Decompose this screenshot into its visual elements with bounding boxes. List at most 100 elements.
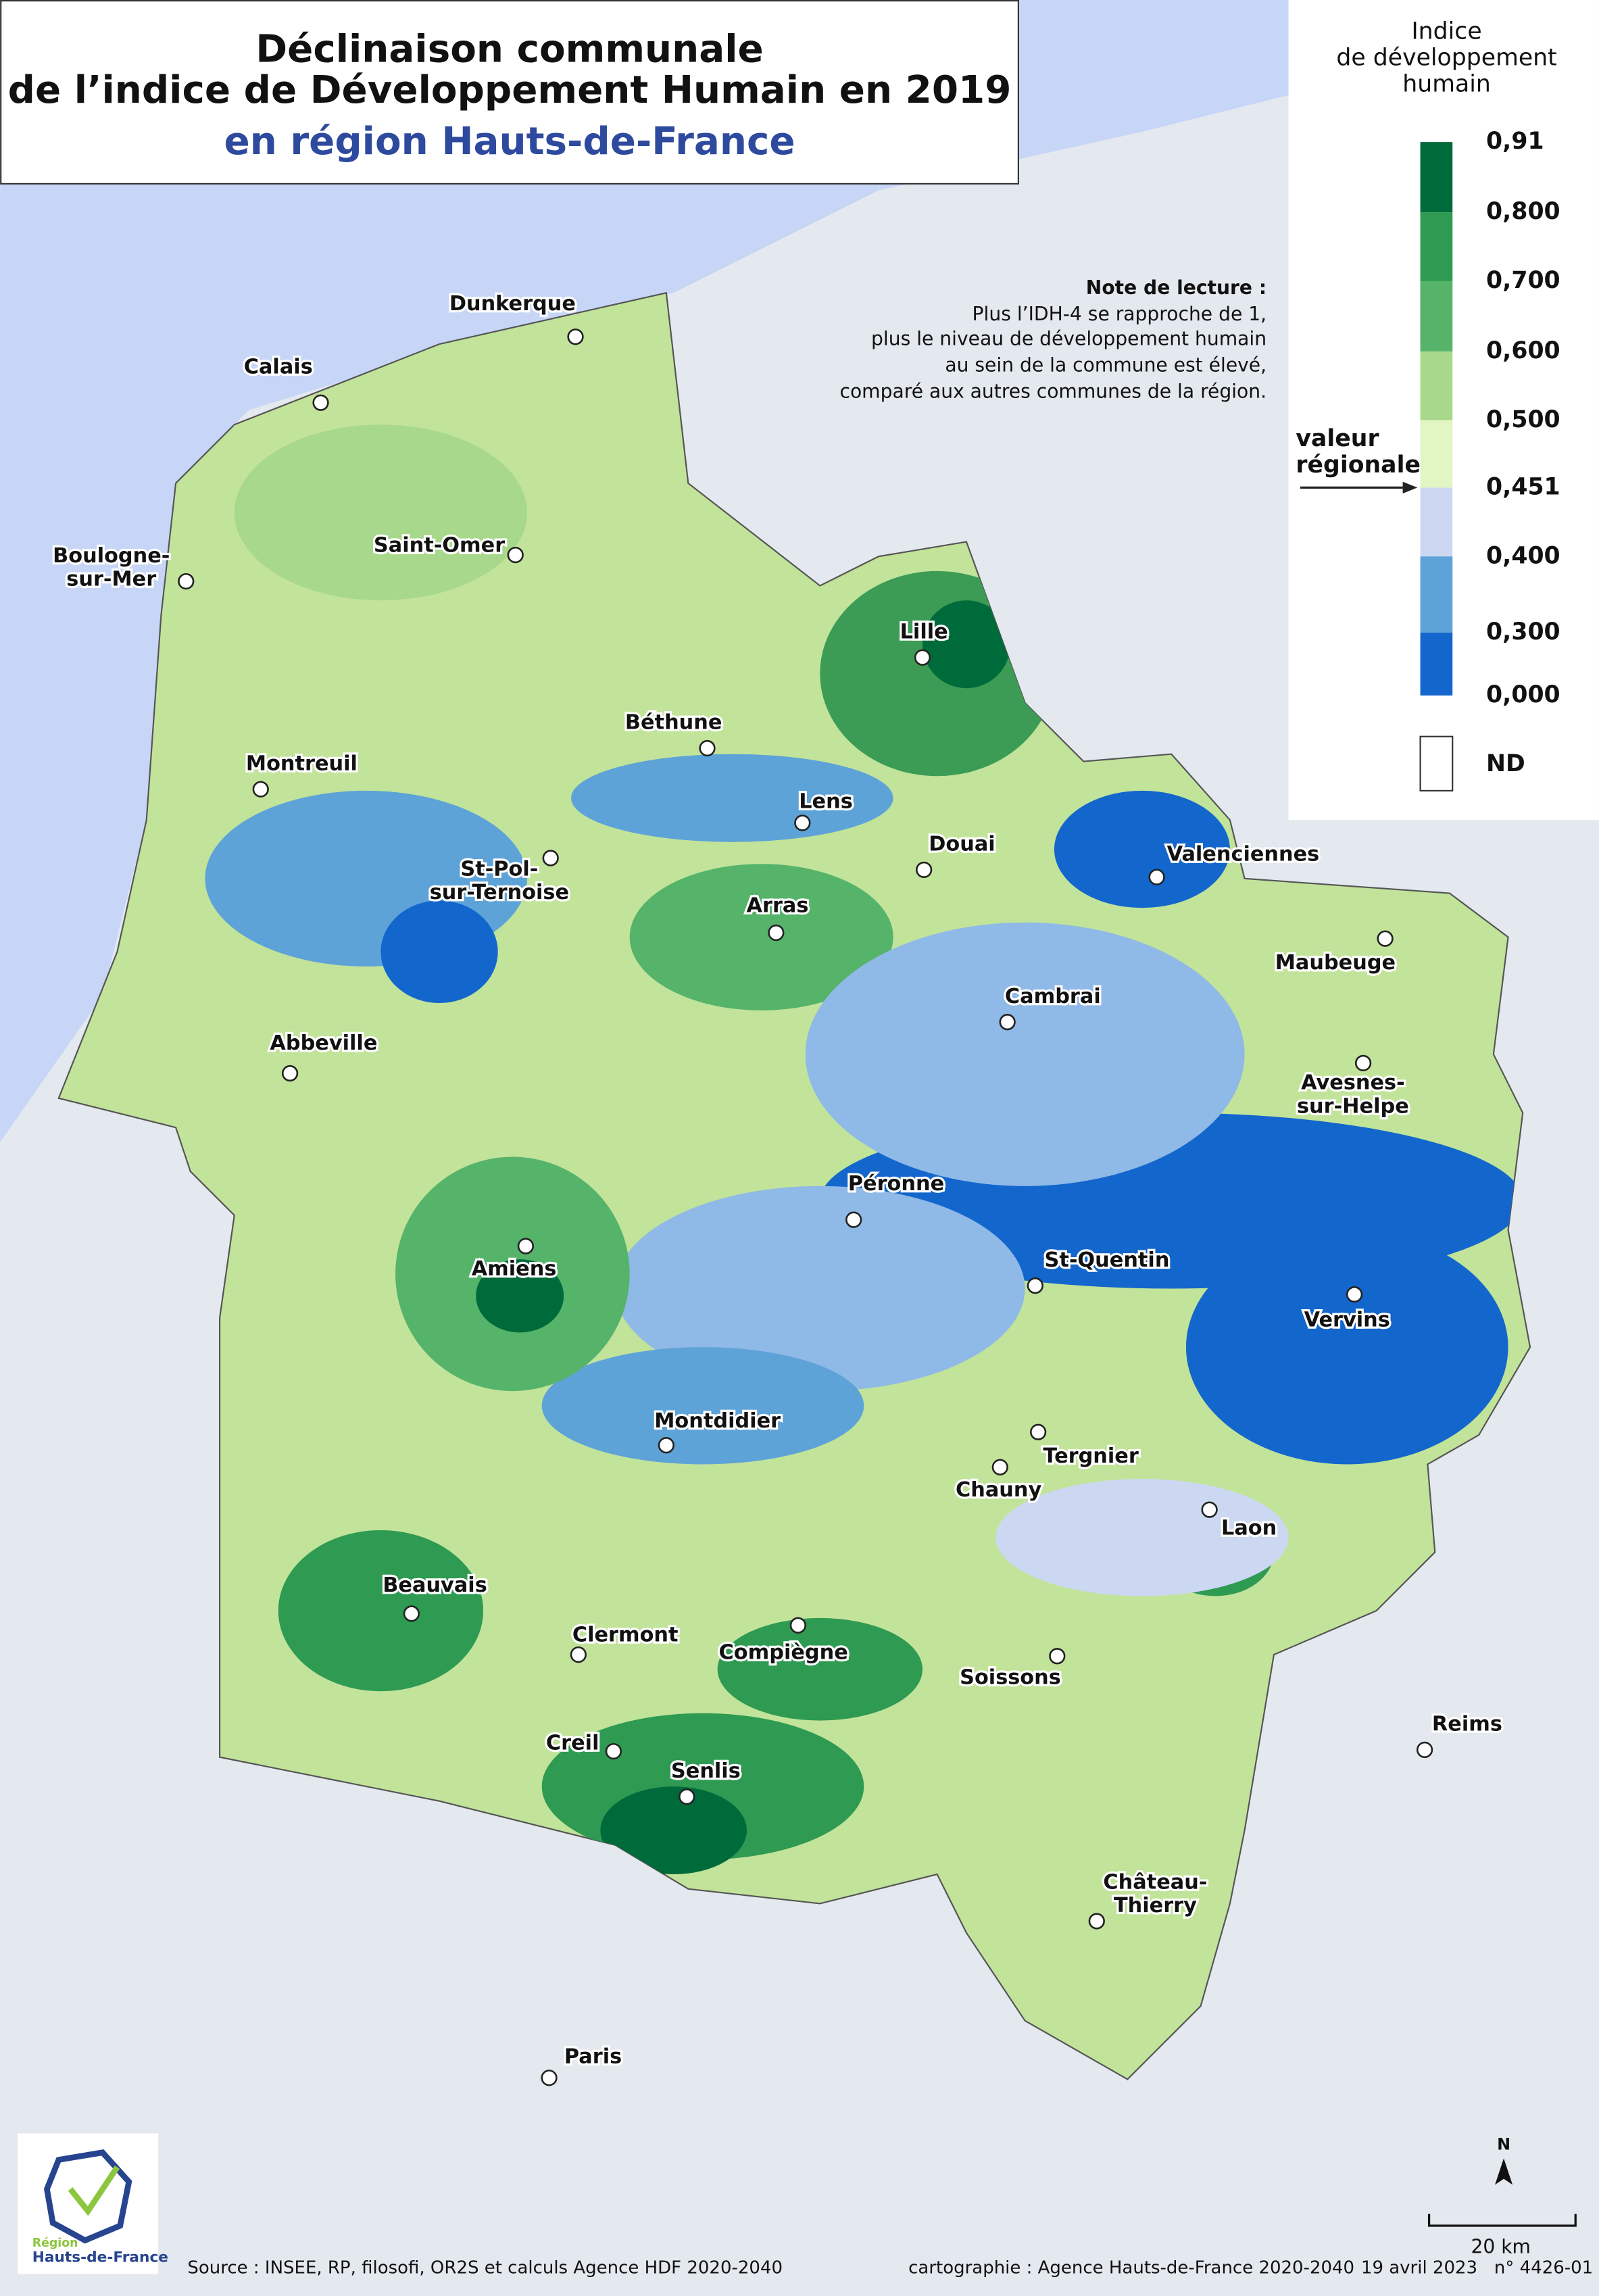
- reference: n° 4426-01: [1494, 2257, 1593, 2278]
- city-label: sur-Helpe: [1297, 1094, 1409, 1118]
- city-label: Paris: [564, 2045, 622, 2068]
- city-dot: [517, 1238, 535, 1254]
- city-label: St-Quentin: [1044, 1248, 1169, 1272]
- city-dot: [1088, 1913, 1105, 1930]
- city-dot: [1029, 1423, 1047, 1440]
- city-label: Vervins: [1304, 1309, 1390, 1332]
- north-arrow: [1495, 2158, 1513, 2185]
- city-dot: [789, 1617, 806, 1634]
- regional-label: régionale: [1296, 451, 1421, 479]
- legend-swatch: [1420, 351, 1453, 420]
- city-label: Tergnier: [1043, 1444, 1138, 1468]
- city-dot: [916, 861, 933, 879]
- city-label: Laon: [1221, 1516, 1277, 1540]
- city-dot: [1354, 1054, 1372, 1071]
- city-dot: [1346, 1286, 1363, 1303]
- legend-swatch: [1420, 556, 1453, 633]
- city-label: Valenciennes: [1167, 843, 1320, 866]
- city-dot: [570, 1646, 587, 1663]
- note-line: au sein de la commune est élevé,: [945, 354, 1266, 376]
- city-dot: [1049, 1648, 1066, 1665]
- city-label: Avesnes-: [1301, 1071, 1405, 1095]
- city-dot: [1027, 1277, 1043, 1294]
- regional-label: valeur: [1296, 425, 1379, 452]
- source: Source : INSEE, RP, filosofi, OR2S et ca…: [187, 2257, 783, 2278]
- city-dot: [679, 1788, 695, 1805]
- city-dot: [999, 1014, 1016, 1031]
- city-dot: [605, 1742, 622, 1760]
- city-label: Cambrai: [1005, 985, 1101, 1008]
- title-line: de l’indice de Développement Humain en 2…: [8, 68, 1012, 112]
- city-dot: [281, 1065, 299, 1082]
- logo-text: Hauts-de-France: [32, 2249, 168, 2266]
- arrow-head: [1402, 481, 1418, 494]
- city-dot: [794, 814, 811, 831]
- city-label: Douai: [929, 833, 995, 856]
- city-dot: [845, 1211, 862, 1228]
- city-label: Abbeville: [270, 1031, 377, 1055]
- legend-nd-label: ND: [1486, 750, 1525, 777]
- city-label: Lille: [900, 620, 948, 643]
- city-dot: [1148, 869, 1165, 885]
- city-label: Amiens: [472, 1257, 557, 1281]
- legend-label: 0,300: [1486, 618, 1560, 645]
- city-label: Péronne: [848, 1172, 944, 1196]
- city-dot: [991, 1459, 1008, 1475]
- legend-label: 0,600: [1486, 337, 1560, 364]
- city-label: Arras: [747, 894, 809, 918]
- legend-swatch: [1420, 632, 1453, 696]
- legend-title: Indice: [1411, 18, 1481, 45]
- city-dot: [768, 924, 785, 942]
- legend-title: humain: [1402, 71, 1491, 98]
- city-dot: [178, 572, 195, 590]
- city-label: St-Pol-: [460, 857, 538, 881]
- legend-label: 0,000: [1486, 681, 1560, 708]
- scale-label: 20 km: [1471, 2236, 1531, 2258]
- logo-check: [68, 2165, 120, 2216]
- city-label: Béthune: [625, 711, 722, 735]
- sea: [0, 0, 1318, 1142]
- legend-swatch: [1420, 420, 1453, 488]
- city-dot: [1377, 930, 1394, 947]
- legend-swatch: [1420, 212, 1453, 281]
- city-label: Thierry: [1114, 1894, 1197, 1918]
- city-label: Boulogne-: [53, 544, 170, 568]
- legend-label: 0,400: [1486, 542, 1560, 569]
- city-dot: [567, 328, 584, 345]
- logo-text: Région: [32, 2237, 78, 2250]
- subtitle: en région Hauts-de-France: [224, 120, 795, 164]
- legend-label: 0,91: [1486, 128, 1544, 155]
- city-label: Creil: [546, 1732, 599, 1755]
- city-label: Beauvais: [383, 1573, 487, 1597]
- city-label: Chauny: [956, 1478, 1041, 1502]
- legend-label: 0,500: [1486, 406, 1560, 433]
- city-dot: [312, 394, 329, 411]
- city-label: Saint-Omer: [374, 534, 505, 558]
- note-title: Note de lecture :: [1086, 276, 1266, 299]
- note-line: plus le niveau de développement humain: [871, 328, 1266, 350]
- city-label: Dunkerque: [449, 292, 576, 316]
- city-label: Senlis: [671, 1759, 741, 1783]
- note-line: comparé aux autres communes de la région…: [839, 381, 1266, 403]
- title-line: Déclinaison communale: [255, 27, 763, 71]
- legend-label: 0,451: [1486, 473, 1560, 500]
- title-box: [0, 0, 1019, 185]
- city-dot: [658, 1437, 674, 1454]
- date: 19 avril 2023: [1361, 2257, 1477, 2278]
- logo-shape: [43, 2149, 132, 2244]
- city-dot: [1201, 1501, 1218, 1518]
- legend-swatch: [1420, 487, 1453, 557]
- credit: cartographie : Agence Hauts-de-France 20…: [908, 2257, 1354, 2278]
- city-label: Reims: [1432, 1713, 1502, 1736]
- legend-swatch: [1420, 280, 1453, 351]
- idh-patches: [205, 424, 1523, 1875]
- city-dot: [541, 2070, 558, 2086]
- city-label: Clermont: [572, 1623, 679, 1646]
- city-label: Montreuil: [246, 752, 358, 775]
- city-dot: [403, 1605, 420, 1622]
- legend-label: 0,800: [1486, 198, 1560, 225]
- legend-nd-swatch: [1419, 735, 1454, 791]
- city-label: sur-Ternoise: [430, 881, 569, 904]
- city-label: Compiègne: [719, 1640, 848, 1664]
